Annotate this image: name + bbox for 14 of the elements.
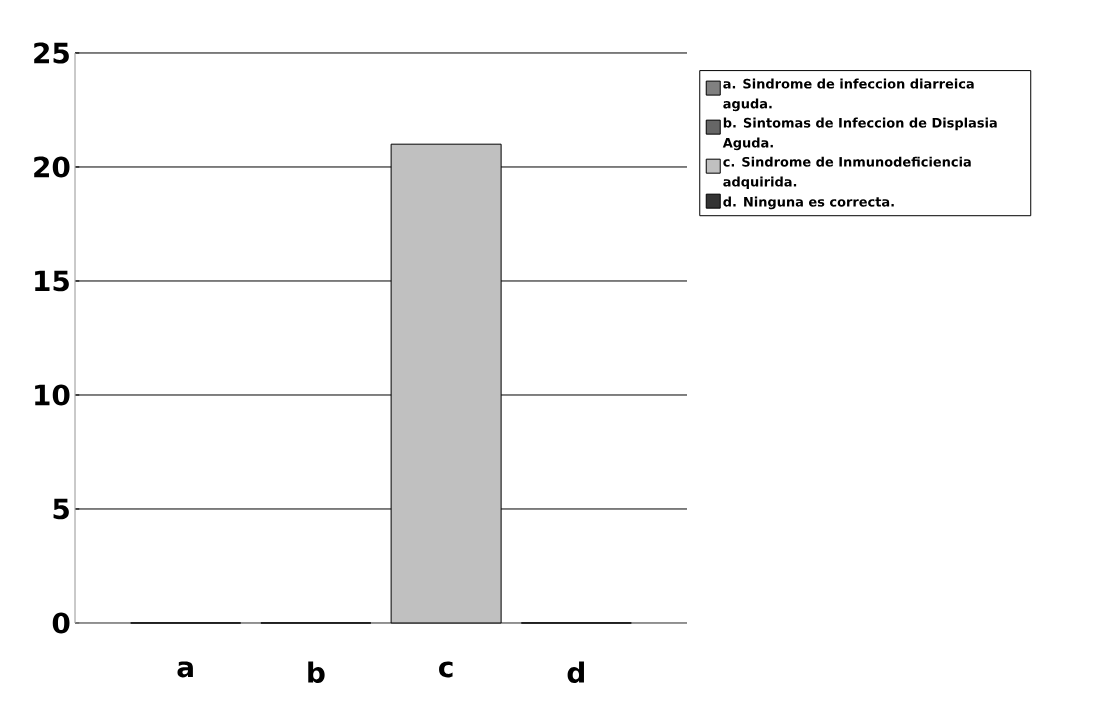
y-tick-label: 5 [53, 498, 69, 520]
y-tick-label: 20 [34, 156, 70, 178]
y-tick-label: 25 [34, 42, 69, 64]
y-tick-label: 15 [35, 270, 69, 292]
x-tick-label: b [308, 661, 325, 684]
y-tick-label: 10 [35, 384, 70, 406]
x-tick-label: a [177, 661, 193, 678]
y-tick-label: 0 [52, 612, 70, 634]
legend-label: d. Ninguna es correcta. [723, 196, 894, 210]
legend-label: b. Sintomas de Infeccion de Displasia Aguda. [722, 117, 997, 151]
x-tick-label: d [567, 661, 584, 684]
x-tick-label: c [439, 661, 453, 678]
legend-label: a. Sindrome de infeccion diarreica aguda. [723, 78, 974, 112]
legend-label: c. Sindrome de Inmunodeficiencia adquirida. [723, 156, 971, 190]
